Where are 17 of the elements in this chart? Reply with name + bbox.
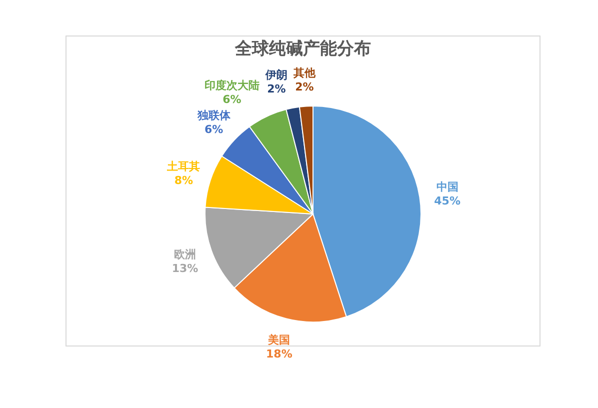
slice-label: 其他: [292, 66, 316, 80]
data-label: 18%: [266, 348, 292, 361]
slice-label: 中国: [436, 180, 458, 194]
slice-label: 土耳其: [166, 160, 200, 173]
slice-label: 美国: [267, 334, 290, 347]
data-label: 8%: [174, 174, 193, 187]
data-label: 13%: [172, 262, 198, 276]
slice-label: 印度次大陆: [204, 78, 260, 92]
slice-label: 伊朗: [264, 68, 288, 82]
data-label: 6%: [222, 92, 242, 106]
data-label: 2%: [295, 80, 314, 94]
chart-title: 全球纯碱产能分布: [234, 39, 371, 59]
slice-label: 独联体: [196, 108, 232, 122]
data-label: 6%: [204, 122, 224, 136]
data-label: 45%: [434, 194, 460, 208]
data-label: 2%: [267, 82, 286, 96]
slice-label: 欧洲: [174, 248, 196, 262]
